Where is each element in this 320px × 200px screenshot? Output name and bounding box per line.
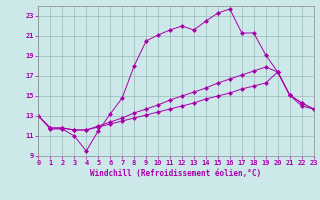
X-axis label: Windchill (Refroidissement éolien,°C): Windchill (Refroidissement éolien,°C) <box>91 169 261 178</box>
